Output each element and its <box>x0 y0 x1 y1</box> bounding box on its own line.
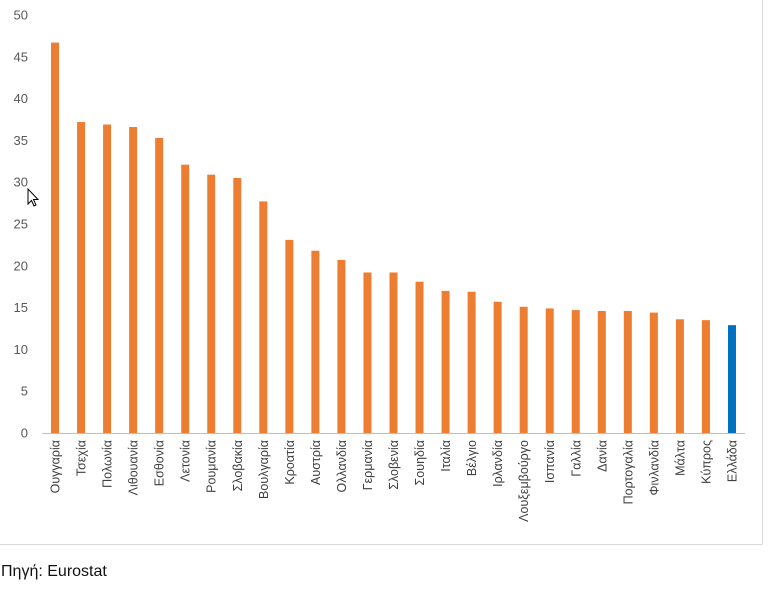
x-category-label: Σλοβακία <box>231 440 245 491</box>
x-category-label: Ρουμανία <box>205 440 219 493</box>
bar <box>441 290 450 433</box>
x-category-label: Τσεχία <box>75 440 89 476</box>
bar <box>597 310 606 433</box>
x-category-label: Λουξεμβούργο <box>517 440 531 522</box>
x-category-label: Εσθονία <box>153 440 167 486</box>
bar-series <box>51 42 736 434</box>
bar <box>649 312 658 433</box>
x-category-label: Μάλτα <box>673 440 687 476</box>
bar <box>701 320 710 433</box>
x-category-label: Κύπρος <box>699 440 713 484</box>
y-tick-label: 25 <box>14 217 28 232</box>
bar <box>389 272 398 433</box>
x-category-label: Αυστρία <box>309 440 323 485</box>
y-tick-label: 10 <box>14 342 28 357</box>
x-axis-labels: Ουγγαρία Τσεχία Πολωνία Λιθουανία Εσθονία Λετ… <box>49 440 740 522</box>
x-category-label: Ουγγαρία <box>49 440 63 493</box>
x-category-label: Δανία <box>595 440 609 472</box>
x-category-label: Βουλγαρία <box>257 440 271 499</box>
bar <box>77 122 86 434</box>
x-category-label: Σουηδία <box>413 440 427 485</box>
y-tick-label: 20 <box>14 258 28 273</box>
x-category-label: Ισπανία <box>543 440 557 483</box>
bar <box>337 259 346 433</box>
y-tick-label: 0 <box>21 426 28 441</box>
bar <box>233 178 242 433</box>
bar <box>207 174 216 433</box>
x-category-label: Λιθουανία <box>127 440 141 495</box>
bar <box>571 310 580 433</box>
bar <box>311 250 320 433</box>
bar <box>415 281 424 433</box>
bar <box>51 42 60 433</box>
bar <box>129 127 138 434</box>
x-category-label: Φινλανδία <box>647 440 661 496</box>
bar <box>363 272 372 433</box>
y-axis-ticks: 0 5 10 15 20 25 30 35 40 45 50 <box>14 8 28 441</box>
y-tick-label: 45 <box>14 49 28 64</box>
y-tick-label: 35 <box>14 133 28 148</box>
y-tick-label: 40 <box>14 91 28 106</box>
x-category-label: Λετονία <box>179 440 193 482</box>
x-category-label: Πολωνία <box>101 440 115 488</box>
y-tick-label: 15 <box>14 300 28 315</box>
x-category-label: Πορτογαλία <box>621 440 635 504</box>
bar <box>285 239 294 433</box>
bar <box>727 325 736 433</box>
bar-chart: 0 5 10 15 20 25 30 35 40 45 50 Ουγγαρία Τσεχία Πολων… <box>14 8 745 522</box>
x-category-label: Γαλλία <box>569 440 583 477</box>
bar <box>519 306 528 433</box>
chart-area: 0 5 10 15 20 25 30 35 40 45 50 Ουγγαρία Τσεχία Πολων… <box>0 0 763 545</box>
y-tick-label: 5 <box>21 384 28 399</box>
bar <box>467 291 476 433</box>
bar <box>181 164 190 434</box>
bar <box>675 319 684 433</box>
bar <box>545 308 554 433</box>
y-tick-label: 50 <box>14 8 28 23</box>
source-note: Πηγή: Eurostat <box>1 563 107 580</box>
bar <box>155 137 164 433</box>
x-category-label: Κροατία <box>283 440 297 485</box>
x-category-label: Ολλανδία <box>335 440 349 492</box>
x-category-label: Γερμανία <box>361 440 375 490</box>
mouse-pointer-icon <box>27 187 40 213</box>
bar <box>493 301 502 433</box>
x-category-label: Ιρλανδία <box>491 440 505 487</box>
y-tick-label: 30 <box>14 175 28 190</box>
x-category-label: Βέλγιο <box>465 440 479 476</box>
bar <box>259 201 268 433</box>
bar <box>103 124 112 434</box>
x-category-label: Σλοβενία <box>387 440 401 490</box>
x-category-label: Ελλάδα <box>725 440 739 482</box>
bar <box>623 310 632 433</box>
x-category-label: Ιταλία <box>439 440 453 472</box>
